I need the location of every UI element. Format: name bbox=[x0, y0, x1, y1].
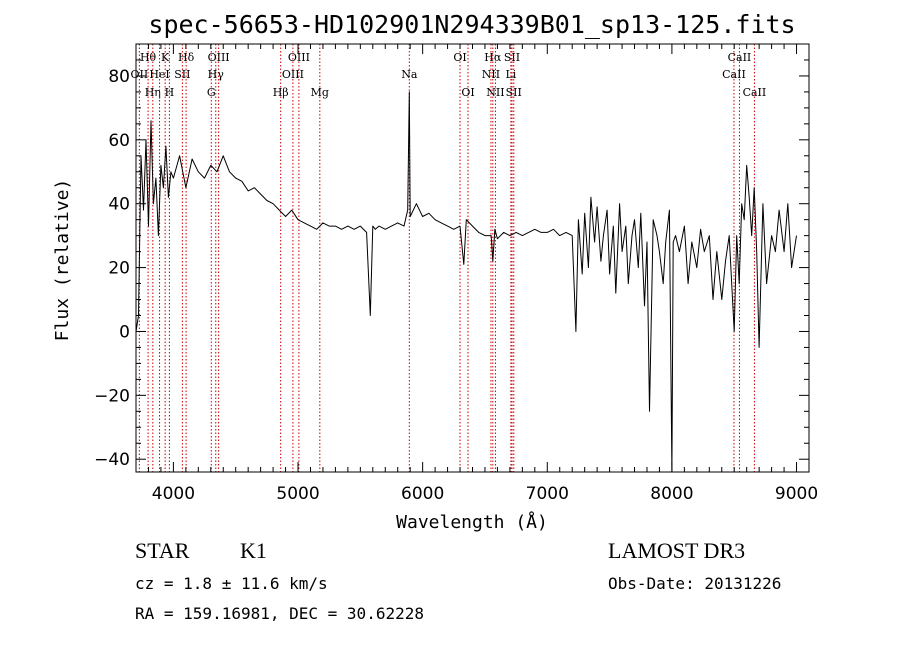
line-marker-label: Hα bbox=[484, 51, 502, 64]
line-marker-label: OIII bbox=[208, 51, 230, 64]
line-marker-label: Hθ bbox=[140, 51, 157, 64]
survey-label: LAMOST DR3 bbox=[608, 538, 746, 563]
line-marker-label: Hη bbox=[145, 86, 161, 99]
line-marker-label: Mg bbox=[311, 86, 329, 99]
redshift-readout: cz = 1.8 ± 11.6 km/s bbox=[135, 574, 328, 593]
x-tick-label: 8000 bbox=[650, 484, 693, 504]
obs-date: Obs-Date: 20131226 bbox=[608, 574, 782, 593]
line-marker-label: NII bbox=[482, 68, 500, 81]
line-marker-label: CaII bbox=[743, 86, 767, 99]
line-marker-label: G bbox=[207, 86, 216, 99]
x-tick-label: 6000 bbox=[401, 484, 444, 504]
spectrum-line bbox=[135, 91, 797, 473]
line-marker-label: SII bbox=[506, 86, 522, 99]
line-marker-label: CaII bbox=[722, 68, 746, 81]
y-tick-label: 80 bbox=[108, 67, 130, 87]
y-tick-label: 20 bbox=[108, 259, 130, 279]
coordinates-readout: RA = 159.16981, DEC = 30.62228 bbox=[135, 604, 424, 623]
line-marker-label: Hβ bbox=[273, 86, 289, 99]
line-marker-label: OI bbox=[453, 51, 466, 64]
y-tick-label: 0 bbox=[119, 322, 130, 342]
y-tick-label: 40 bbox=[108, 195, 130, 215]
line-marker-label: H bbox=[165, 86, 175, 99]
x-axis-label: Wavelength (Å) bbox=[396, 511, 548, 533]
line-marker-label: Hδ bbox=[178, 51, 195, 64]
line-marker-label: HeI bbox=[149, 68, 169, 81]
x-tick-label: 4000 bbox=[152, 484, 195, 504]
line-marker-label: SII bbox=[504, 51, 520, 64]
y-axis-label: Flux (relative) bbox=[52, 179, 73, 342]
chart-title: spec-56653-HD102901N294339B01_sp13-125.f… bbox=[148, 10, 795, 39]
y-tick-label: 60 bbox=[108, 131, 130, 151]
line-marker-label: K bbox=[161, 51, 170, 64]
line-marker-label: SII bbox=[174, 68, 190, 81]
y-tick-label: −20 bbox=[94, 386, 130, 406]
line-marker-label: CaII bbox=[728, 51, 752, 64]
line-marker-label: OII bbox=[131, 68, 149, 81]
line-marker-label: NII bbox=[486, 86, 504, 99]
object-type: STAR bbox=[135, 538, 190, 563]
y-tick-label: −40 bbox=[94, 450, 130, 470]
line-marker-label: Na bbox=[401, 68, 418, 81]
line-marker-label: OI bbox=[461, 86, 474, 99]
line-marker-label: Li bbox=[505, 68, 516, 81]
x-tick-label: 9000 bbox=[775, 484, 818, 504]
x-tick-label: 5000 bbox=[276, 484, 319, 504]
object-subclass: K1 bbox=[240, 538, 267, 563]
plot-frame bbox=[135, 43, 810, 473]
line-marker-label: OIII bbox=[282, 68, 304, 81]
line-marker-label: Hγ bbox=[208, 68, 225, 81]
line-marker-label: OIII bbox=[288, 51, 310, 64]
x-tick-label: 7000 bbox=[526, 484, 569, 504]
